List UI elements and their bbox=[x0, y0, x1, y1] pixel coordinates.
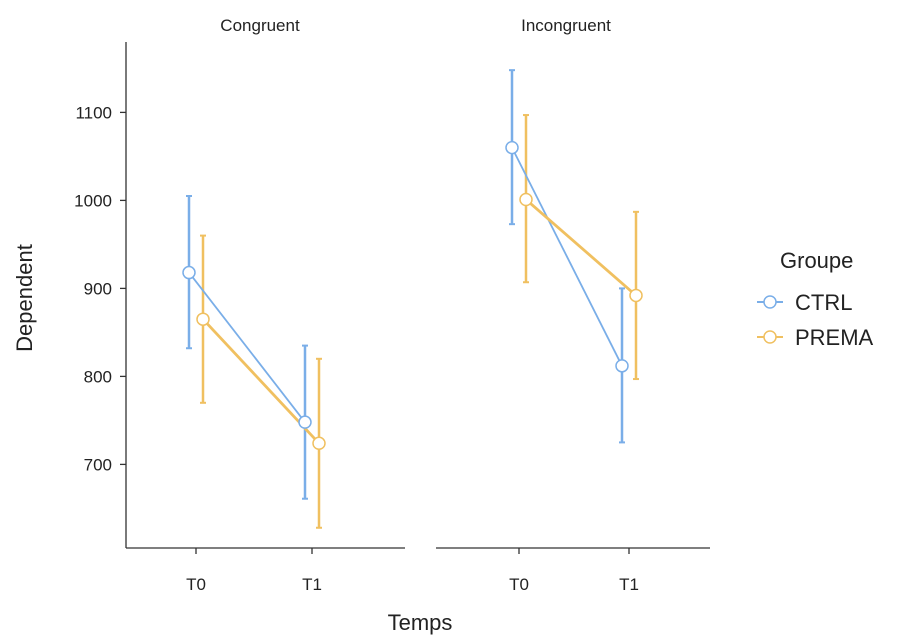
point-ctrl bbox=[616, 360, 628, 372]
legend-key-marker bbox=[764, 296, 776, 308]
x-tick-label-t1: T1 bbox=[302, 575, 322, 594]
x-tick-label-t0: T0 bbox=[509, 575, 529, 594]
y-tick-label-1100: 1100 bbox=[75, 103, 112, 122]
point-prema bbox=[520, 194, 532, 206]
point-prema bbox=[630, 289, 642, 301]
axes: 700 800 900 1000 1100 bbox=[74, 42, 126, 548]
y-tick-label-1000: 1000 bbox=[74, 191, 112, 210]
series-line-prema bbox=[526, 200, 636, 296]
legend-item-prema: PREMA bbox=[757, 325, 874, 350]
point-ctrl bbox=[299, 416, 311, 428]
legend-title: Groupe bbox=[780, 248, 853, 273]
series-line-ctrl bbox=[189, 273, 305, 423]
point-ctrl bbox=[506, 142, 518, 154]
panel-title: Congruent bbox=[220, 16, 300, 35]
panel-congruent: Congruent T0 T1 bbox=[126, 16, 405, 594]
y-tick-label-700: 700 bbox=[84, 455, 112, 474]
y-tick-label-800: 800 bbox=[84, 367, 112, 386]
legend-item-ctrl: CTRL bbox=[757, 290, 852, 315]
x-tick-label-t1: T1 bbox=[619, 575, 639, 594]
y-axis-title: Dependent bbox=[12, 244, 37, 352]
x-tick-label-t0: T0 bbox=[186, 575, 206, 594]
legend-label: PREMA bbox=[795, 325, 874, 350]
point-ctrl bbox=[183, 267, 195, 279]
legend: Groupe CTRL PREMA bbox=[757, 248, 874, 350]
panels: Congruent T0 T1 Incongruent T0 T1 bbox=[126, 16, 710, 594]
panel-title: Incongruent bbox=[521, 16, 611, 35]
series-line-ctrl bbox=[512, 148, 622, 366]
y-tick-label-900: 900 bbox=[84, 279, 112, 298]
panel-incongruent: Incongruent T0 T1 bbox=[436, 16, 710, 594]
point-prema bbox=[197, 313, 209, 325]
legend-label: CTRL bbox=[795, 290, 852, 315]
point-prema bbox=[313, 437, 325, 449]
x-axis-title: Temps bbox=[388, 610, 453, 635]
legend-key-marker bbox=[764, 331, 776, 343]
